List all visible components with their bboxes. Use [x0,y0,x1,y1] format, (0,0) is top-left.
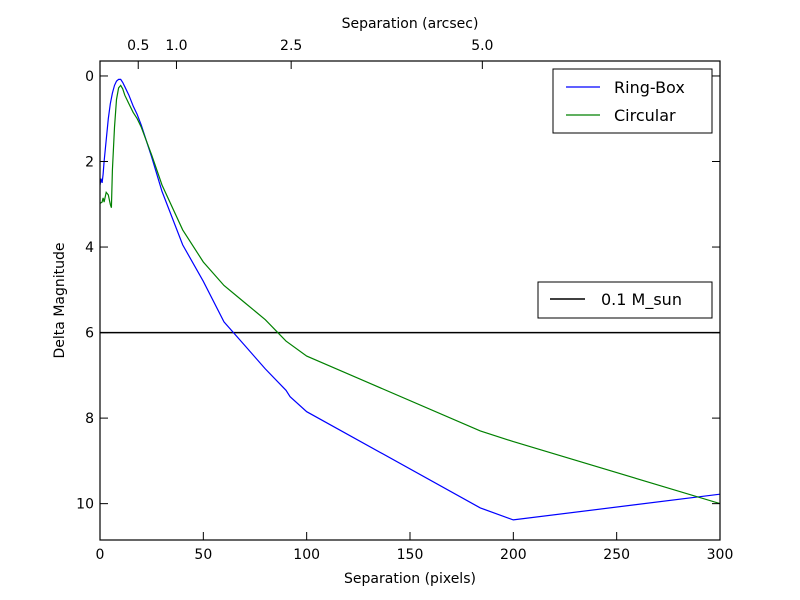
x-tick-label: 200 [500,547,527,563]
series-line-ring-box [100,78,720,521]
y-tick-label: 6 [85,326,94,342]
y-tick-label: 8 [85,411,94,427]
x-tick-label: 50 [194,547,212,563]
y-tick-label: 0 [85,69,94,85]
x-tick-label: 0 [96,547,105,563]
y-axis-title: Delta Magnitude [52,243,68,359]
y-tick-label: 2 [85,155,94,171]
legend-reference-label: 0.1 M_sun [601,290,682,310]
top-axis-title: Separation (arcsec) [342,16,479,32]
legend-label: Circular [614,106,676,125]
y-tick-label: 10 [76,497,94,513]
top-tick-label: 0.5 [127,38,149,54]
x-tick-label: 300 [707,547,734,563]
top-tick-label: 5.0 [471,38,493,54]
series-line-circular [100,84,720,505]
x-tick-label: 100 [293,547,320,563]
top-tick-label: 2.5 [280,38,302,54]
x-tick-label: 150 [397,547,424,563]
legend-box-series [552,68,713,134]
x-tick-label: 250 [603,547,630,563]
top-tick-label: 1.0 [165,38,187,54]
legend-box-reference [537,281,713,319]
legend-label: Ring-Box [614,78,685,97]
x-axis-title: Separation (pixels) [344,571,476,587]
y-tick-label: 4 [85,240,94,256]
